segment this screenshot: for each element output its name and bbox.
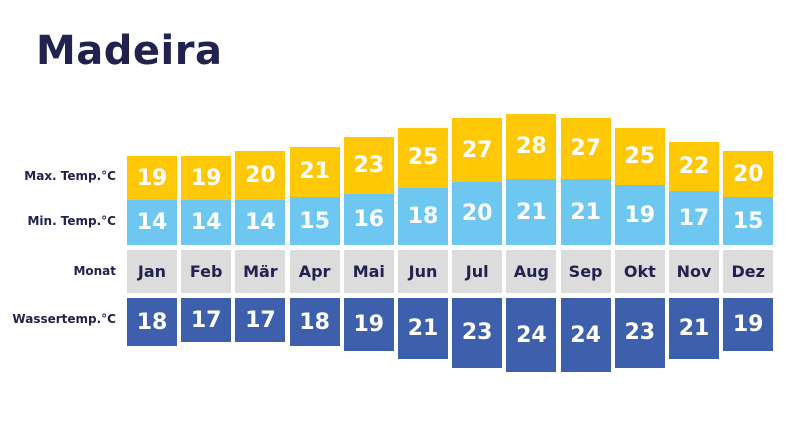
chart-title: Madeira	[36, 28, 223, 74]
water-temp-cell: 24	[560, 298, 611, 373]
min-temp-cell: 16	[343, 194, 394, 245]
water-temp-cell: 17	[235, 298, 286, 342]
row-label-min: Min. Temp.°C	[27, 214, 116, 228]
max-temp-cell: 25	[398, 127, 448, 188]
month-cell: Mär	[235, 250, 286, 293]
water-temp-cell: 23	[614, 298, 665, 368]
month-cell: Mai	[343, 250, 394, 293]
month-cell: Nov	[669, 250, 719, 293]
max-temp-cell: 19	[127, 156, 177, 200]
water-temp-cell: 21	[669, 298, 719, 360]
month-cell: Dez	[723, 250, 774, 293]
min-temp-cell: 14	[235, 200, 286, 245]
month-cell: Sep	[560, 250, 611, 293]
water-temp-cell: 19	[343, 298, 394, 351]
min-temp-cell: 21	[560, 179, 611, 245]
max-temp-cell: 19	[181, 156, 232, 200]
min-temp-cell: 14	[181, 200, 232, 245]
max-temp-cell: 20	[235, 151, 286, 200]
row-label-max: Max. Temp.°C	[24, 169, 116, 183]
row-label-water: Wassertemp.°C	[12, 312, 116, 326]
min-temp-cell: 19	[614, 185, 665, 245]
month-cell: Apr	[289, 250, 340, 293]
water-temp-cell: 17	[181, 298, 232, 342]
max-temp-cell: 27	[560, 118, 611, 179]
max-temp-cell: 20	[723, 151, 774, 197]
min-temp-cell: 21	[506, 179, 557, 245]
min-temp-cell: 14	[127, 200, 177, 245]
min-temp-cell: 15	[723, 197, 774, 245]
max-temp-cell: 22	[669, 141, 719, 191]
water-temp-cell: 23	[452, 298, 503, 368]
max-temp-cell: 23	[343, 137, 394, 194]
max-temp-cell: 21	[289, 146, 340, 197]
min-temp-cell: 20	[452, 182, 503, 245]
water-temp-cell: 18	[127, 298, 177, 347]
month-cell: Aug	[506, 250, 557, 293]
month-cell: Jan	[127, 250, 177, 293]
min-temp-cell: 18	[398, 188, 448, 245]
month-cell: Jun	[398, 250, 448, 293]
max-temp-cell: 27	[452, 118, 503, 182]
water-temp-cell: 19	[723, 298, 774, 351]
water-temp-cell: 24	[506, 298, 557, 373]
month-cell: Okt	[614, 250, 665, 293]
water-temp-cell: 18	[289, 298, 340, 347]
min-temp-cell: 15	[289, 197, 340, 245]
max-temp-cell: 25	[614, 127, 665, 185]
month-cell: Jul	[452, 250, 503, 293]
month-cell: Feb	[181, 250, 232, 293]
max-temp-cell: 28	[506, 113, 557, 179]
row-label-month: Monat	[73, 264, 116, 278]
min-temp-cell: 17	[669, 191, 719, 245]
water-temp-cell: 21	[398, 298, 448, 360]
